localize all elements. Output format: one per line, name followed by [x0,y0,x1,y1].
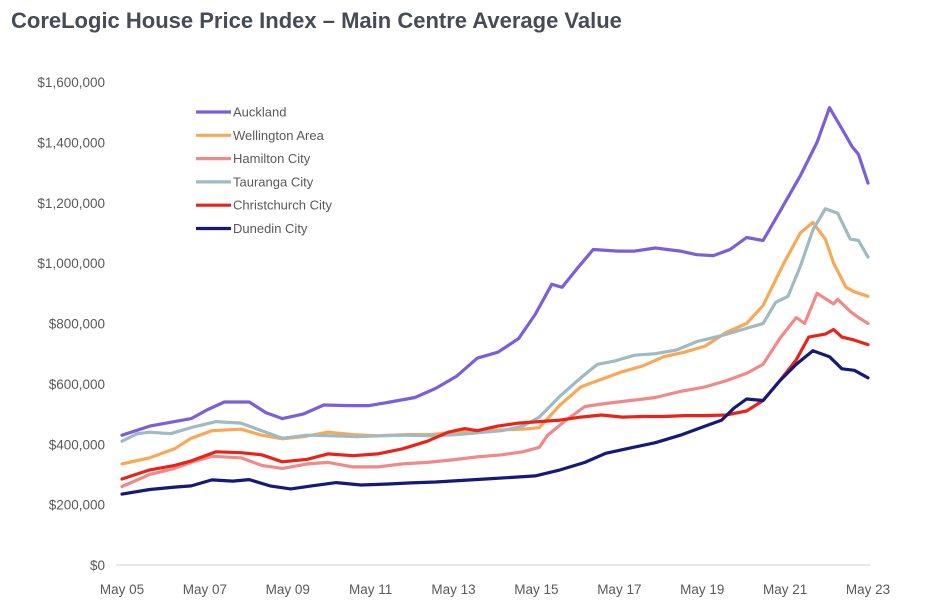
legend: Auckland Wellington Area Hamilton City Taur… [196,105,332,236]
series-line-hamilton-city [120,291,870,489]
series-line-dunedin-city [120,349,870,496]
legend-item: Tauranga City [196,174,314,189]
y-axis: $0 $200,000 $400,000 $600,000 $800,000 $1,000… [37,75,105,573]
y-tick-label: $1,200,000 [37,196,105,211]
legend-label: Auckland [233,105,286,120]
x-tick-label: May 17 [597,582,641,597]
y-tick-label: $1,600,000 [37,75,105,90]
x-tick-label: May 11 [349,582,392,597]
legend-label: Dunedin City [233,221,308,236]
series-line-wellington-area [120,220,870,466]
x-tick-label: May 13 [431,582,475,597]
legend-item: Dunedin City [196,221,308,236]
legend-label: Christchurch City [233,198,332,213]
legend-item: Hamilton City [196,151,311,166]
chart-title: CoreLogic House Price Index – Main Centr… [11,8,622,33]
legend-item: Auckland [196,105,286,120]
y-tick-label: $400,000 [49,437,105,452]
y-tick-label: $0 [90,558,105,573]
y-tick-label: $600,000 [49,377,105,392]
y-tick-label: $1,000,000 [37,256,105,271]
y-tick-label: $1,400,000 [37,135,105,150]
legend-item: Wellington Area [196,128,325,143]
x-tick-label: May 09 [266,582,310,597]
y-tick-label: $200,000 [49,498,105,513]
x-tick-label: May 23 [846,582,890,597]
x-tick-label: May 19 [680,582,724,597]
series-line-tauranga-city [120,207,870,443]
series-lines [120,106,870,496]
series-line-christchurch-city [120,327,870,481]
x-tick-label: May 21 [763,582,807,597]
x-tick-label: May 15 [514,582,558,597]
legend-label: Hamilton City [233,151,311,166]
x-tick-label: May 07 [183,582,227,597]
y-tick-label: $800,000 [49,317,105,332]
legend-item: Christchurch City [196,198,332,213]
x-tick-label: May 05 [100,582,144,597]
series-line-auckland [120,106,870,437]
x-axis: May 05 May 07 May 09 May 11 May 13 May 15 May … [100,582,890,597]
legend-label: Tauranga City [233,174,314,189]
legend-label: Wellington Area [233,128,325,143]
